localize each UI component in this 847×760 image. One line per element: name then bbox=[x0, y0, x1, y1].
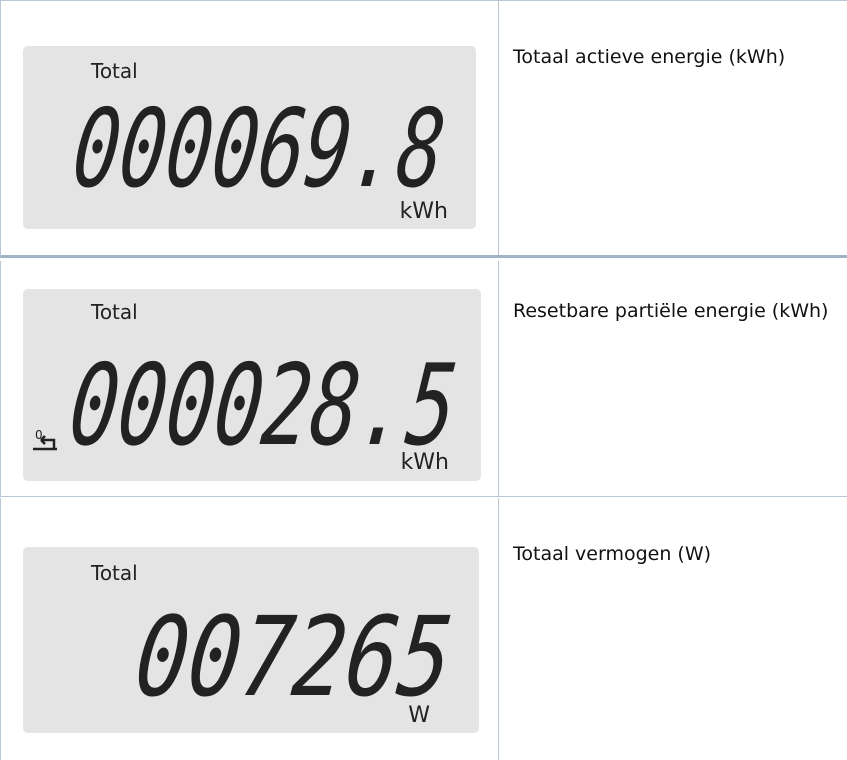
page: Total 000069.8 kWh Totaal actieve energi… bbox=[0, 0, 847, 760]
table-row: Total 0 000028.5 kWh Resetbare partiële … bbox=[0, 261, 847, 497]
image-cell: Total 000069.8 kWh bbox=[1, 1, 499, 255]
table-row: Total 000069.8 kWh Totaal actieve energi… bbox=[0, 0, 847, 258]
lcd-unit: kWh bbox=[401, 450, 449, 475]
lcd-display: Total 0 000028.5 kWh bbox=[23, 289, 481, 481]
description: Resetbare partiële energie (kWh) bbox=[513, 293, 835, 329]
image-cell: Total 007265 W bbox=[1, 498, 499, 760]
description: Totaal vermogen (W) bbox=[513, 536, 835, 572]
table-row: Total 007265 W Totaal vermogen (W) bbox=[0, 498, 847, 760]
lcd-reading: 000069.8 bbox=[68, 85, 451, 212]
lcd-unit: W bbox=[408, 703, 430, 728]
image-cell: Total 0 000028.5 kWh bbox=[1, 261, 499, 496]
lcd-unit: kWh bbox=[400, 199, 448, 224]
lcd-display: Total 007265 W bbox=[23, 547, 479, 733]
lcd-label: Total bbox=[90, 59, 138, 83]
lcd-label: Total bbox=[90, 561, 138, 585]
lcd-label: Total bbox=[90, 300, 138, 324]
description: Totaal actieve energie (kWh) bbox=[513, 39, 835, 75]
lcd-display: Total 000069.8 kWh bbox=[23, 46, 476, 229]
